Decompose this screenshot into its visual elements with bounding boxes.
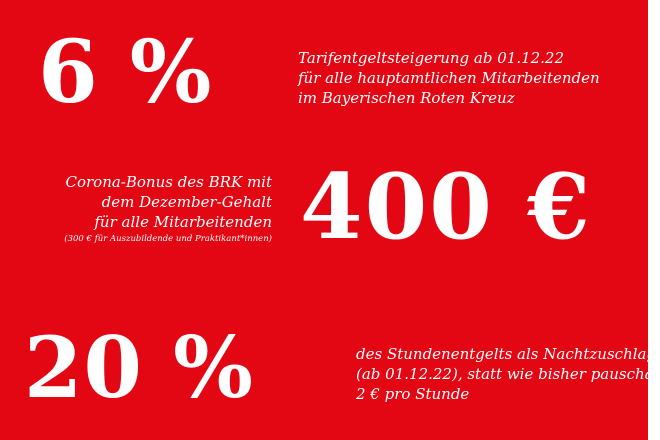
text-line: des Stundenentgelts als Nachtzuschlag [356, 345, 648, 363]
text-line: Corona-Bonus des BRK mit [65, 173, 272, 191]
text-line: 2 € pro Stunde [356, 385, 470, 403]
footnote: (300 € für Auszubildende und Praktikant*… [64, 234, 272, 244]
text-line: Tarifentgeltsteigerung ab 01.12.22 [298, 49, 565, 67]
text-corona-bonus: Corona-Bonus des BRK mit dem Dezember-Ge… [40, 172, 272, 245]
text-line: (ab 01.12.22), statt wie bisher pauschal [356, 365, 648, 383]
text-line: für alle Mitarbeitenden [94, 213, 272, 231]
text-line: für alle hauptamtlichen Mitarbeitenden [298, 69, 600, 87]
text-night-surcharge: des Stundenentgelts als Nachtzuschlag (a… [356, 344, 648, 404]
text-line: dem Dezember-Gehalt [101, 193, 272, 211]
headline-six-percent: 6 % [38, 22, 213, 123]
headline-400-euro: 400 € [300, 154, 592, 260]
text-tariff-increase: Tarifentgeltsteigerung ab 01.12.22 für a… [298, 48, 600, 108]
headline-twenty-percent: 20 % [24, 318, 254, 417]
text-line: im Bayerischen Roten Kreuz [298, 89, 515, 107]
